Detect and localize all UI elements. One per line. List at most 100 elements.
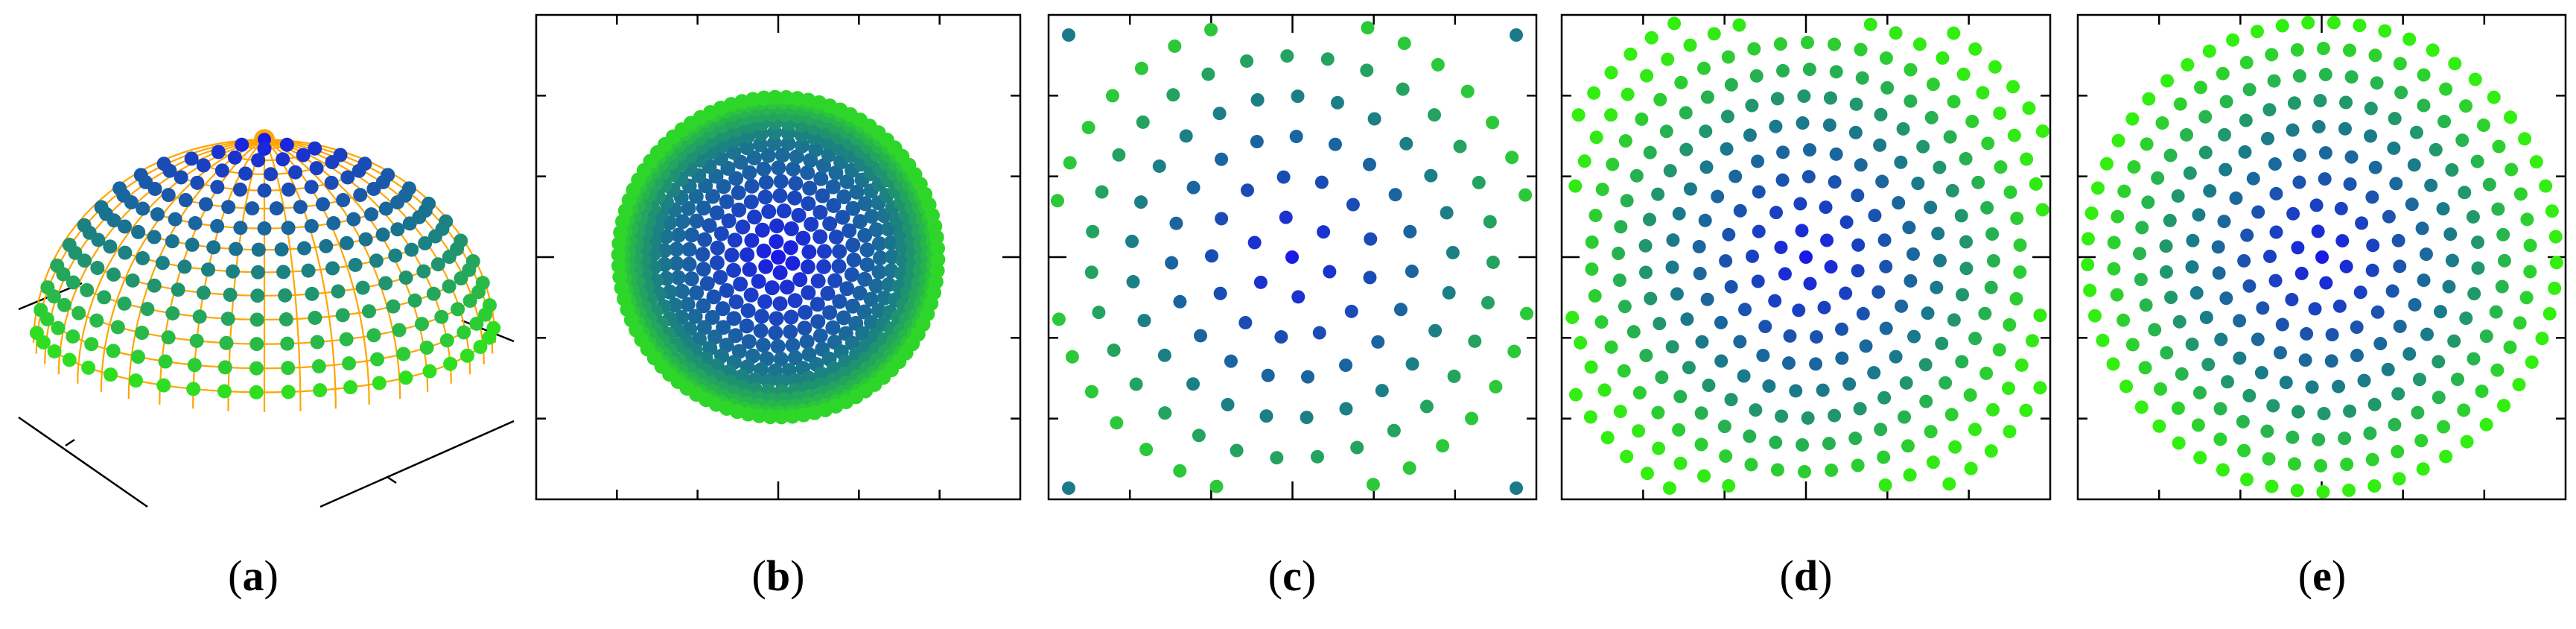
panel-e-point xyxy=(2117,184,2131,198)
panel-c-point xyxy=(1201,67,1215,81)
panel-a-point xyxy=(214,163,229,178)
panel-d-point xyxy=(1632,386,1647,400)
panel-b-point xyxy=(697,232,713,247)
panel-d-point xyxy=(1968,332,1982,346)
panel-e-point xyxy=(2287,457,2301,471)
panel-a-point xyxy=(343,380,358,395)
panel-b-point xyxy=(696,320,712,335)
panel-d-point xyxy=(1948,440,1962,454)
panel-b-point xyxy=(815,188,830,203)
panel-e-point xyxy=(2458,186,2472,200)
panel-d-point xyxy=(1770,92,1784,106)
panel-d-point xyxy=(1672,423,1686,437)
panel-e-point xyxy=(2186,233,2200,247)
panel-a-point xyxy=(117,296,132,311)
panel-e-point xyxy=(2450,373,2464,387)
panel-a-point xyxy=(177,259,192,274)
panel-b-point xyxy=(741,334,757,350)
panel-b-point xyxy=(779,279,795,295)
panel-d-point xyxy=(1620,194,1634,208)
panel-b-point xyxy=(787,190,803,206)
panel-d-point xyxy=(1842,377,1857,391)
panel-b-plot xyxy=(535,13,1022,501)
panel-e-point xyxy=(2319,276,2333,290)
panel-a-point xyxy=(279,312,293,327)
panel-c-point xyxy=(1375,384,1389,398)
panel-e-point xyxy=(2370,76,2384,90)
panel-e-point xyxy=(2529,155,2543,169)
panel-c-point xyxy=(1247,236,1262,250)
panel-d-point xyxy=(1568,388,1583,402)
panel-d-point xyxy=(1606,157,1620,171)
panel-b-point xyxy=(726,311,742,326)
panel-c-point xyxy=(1312,326,1326,340)
panel-b-point xyxy=(844,267,859,282)
panel-c-point xyxy=(1173,464,1187,478)
panel-d-point xyxy=(1632,424,1646,438)
panel-e-point xyxy=(2213,402,2227,416)
panel-c-point xyxy=(1224,354,1238,368)
panel-b-point xyxy=(813,171,829,186)
panel-d-point xyxy=(1612,247,1626,261)
panel-e-point xyxy=(2409,125,2423,139)
panel-b-point xyxy=(742,262,757,277)
panel-b-point xyxy=(856,304,872,320)
panel-a-point xyxy=(366,328,381,343)
panel-a-point xyxy=(178,193,193,208)
panel-d-point xyxy=(1810,330,1824,344)
panel-e-point xyxy=(2432,355,2446,369)
panel-d-point xyxy=(1803,143,1817,157)
panel-e-point xyxy=(2344,70,2359,84)
panel-d-point xyxy=(1854,158,1868,172)
panel-c-point xyxy=(1279,210,1293,224)
panel-c-point xyxy=(1428,323,1443,338)
panel-e-point xyxy=(2262,103,2277,117)
panel-d-point xyxy=(1720,110,1734,124)
panel-b-point xyxy=(764,280,780,296)
panel-b-point xyxy=(789,91,805,107)
caption-a: (a) xyxy=(228,551,279,600)
panel-d-point xyxy=(1639,349,1653,363)
panel-d-point xyxy=(1621,87,1635,101)
panel-e-point xyxy=(2445,163,2459,177)
panel-a-point xyxy=(47,344,62,359)
panel-e-point xyxy=(2448,57,2462,71)
panel-c-point xyxy=(1112,148,1126,162)
panel-e-point xyxy=(2185,337,2199,351)
panel-e-point xyxy=(2467,352,2481,366)
panel-c-point xyxy=(1323,265,1337,279)
panel-a-point xyxy=(235,137,249,152)
panel-a-point xyxy=(471,285,486,300)
panel-a-point xyxy=(168,212,182,227)
panel-d-point xyxy=(1693,267,1707,281)
panel-d-point xyxy=(1722,227,1736,241)
panel-c-point xyxy=(1259,409,1273,423)
panel-c-point xyxy=(1388,188,1402,202)
panel-d-point xyxy=(1851,189,1865,203)
panel-b-point xyxy=(715,301,731,317)
panel-b-point xyxy=(675,214,690,230)
panel-b-point xyxy=(783,324,798,340)
panel-d-point xyxy=(1662,481,1676,495)
panel-b-point xyxy=(611,247,626,262)
panel-c-point xyxy=(1250,93,1265,107)
panel-e-point xyxy=(2193,80,2207,95)
panel-e-point xyxy=(2171,401,2185,415)
panel-c-point xyxy=(1393,303,1408,317)
panel-b-point xyxy=(705,309,720,325)
panel-b-point xyxy=(742,165,757,180)
panel-b-point xyxy=(739,318,754,334)
panel-d-point xyxy=(1898,410,1912,424)
panel-d-point xyxy=(1947,26,1961,40)
panel-d-point xyxy=(1638,238,1653,253)
panel-b-point xyxy=(836,310,851,326)
panel-d-point xyxy=(1702,379,1716,393)
panel-b-point xyxy=(855,326,871,341)
panel-e-point xyxy=(2548,281,2562,295)
panel-e-point xyxy=(2240,472,2254,487)
panel-c-point xyxy=(1134,61,1148,75)
caption-d-letter: d xyxy=(1793,551,1819,600)
panel-a-point xyxy=(478,307,493,322)
panel-b-point xyxy=(810,297,825,312)
panel-c-point xyxy=(1486,255,1500,269)
